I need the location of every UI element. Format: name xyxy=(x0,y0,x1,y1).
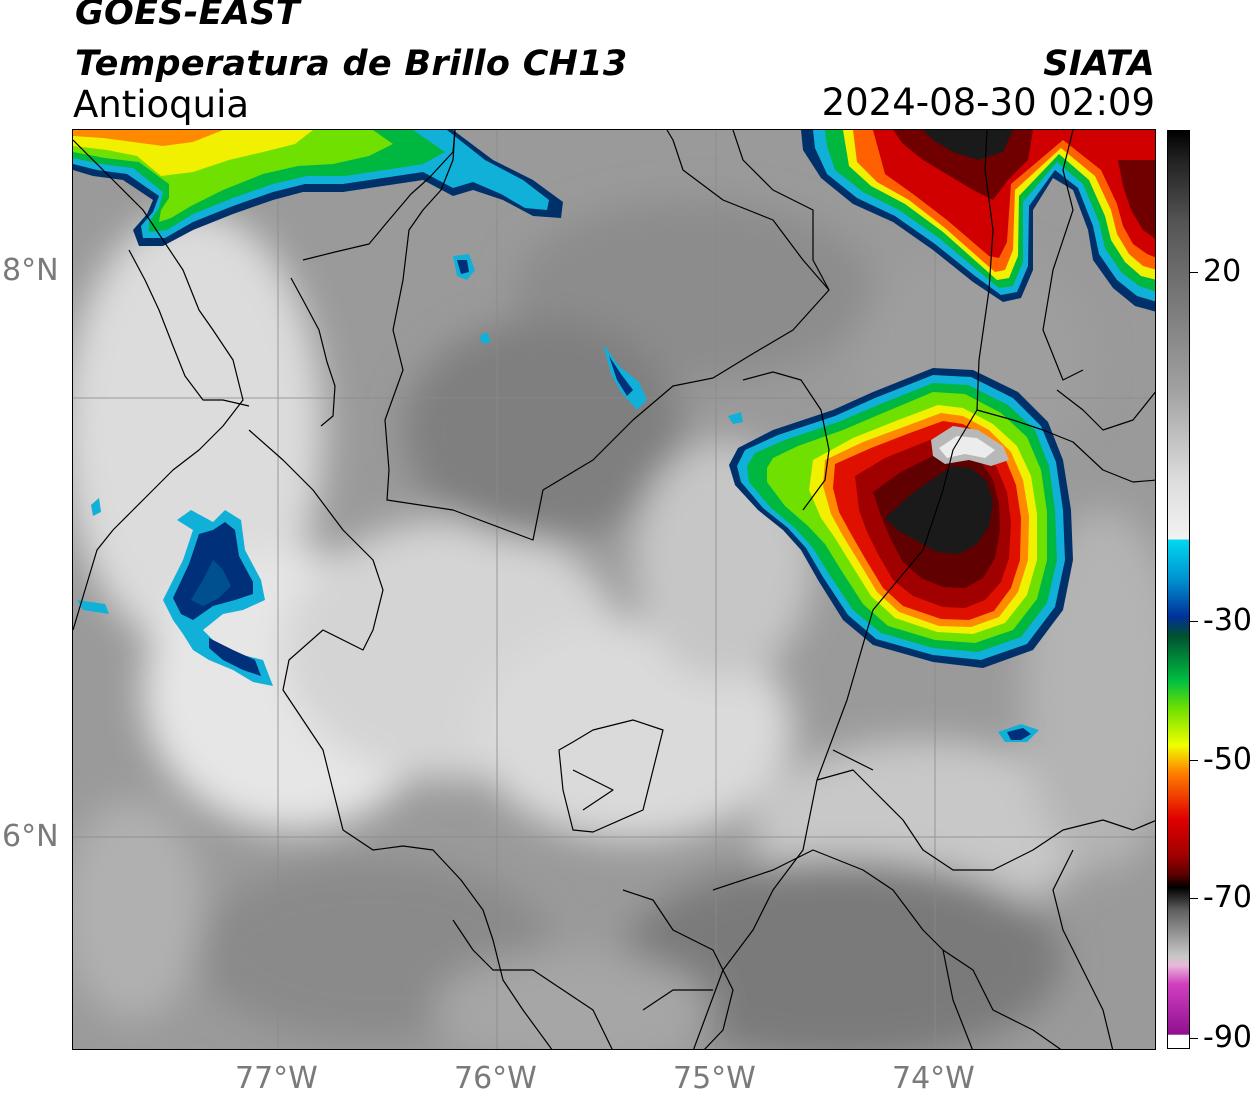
timestamp: 2024-08-30 02:09 xyxy=(821,81,1155,124)
cloud-background xyxy=(73,130,1155,1049)
small-cells xyxy=(453,254,1039,742)
product-title: GOES-EAST xyxy=(75,0,300,33)
product-name: Temperatura de Brillo CH13 xyxy=(75,44,628,84)
colorbar-tick xyxy=(1190,898,1198,900)
boundaries xyxy=(73,130,1155,1049)
storm-main xyxy=(729,368,1073,668)
storm-northwest xyxy=(73,130,563,246)
cell-west xyxy=(77,498,273,686)
lat-label-8n: 8°N xyxy=(2,253,59,288)
organization-name: SIATA xyxy=(1043,44,1155,84)
colorbar-label: 20 xyxy=(1203,254,1242,289)
storm-northeast xyxy=(801,130,1155,312)
lon-label-76w: 76°W xyxy=(454,1061,537,1096)
colorbar-label: -90 xyxy=(1203,1020,1252,1055)
colorbar-tick xyxy=(1190,272,1198,274)
colorbar-tick xyxy=(1190,1038,1198,1040)
colorbar-tick xyxy=(1190,621,1198,623)
colorbar-tick xyxy=(1190,760,1198,762)
colorbar-label: -30 xyxy=(1203,603,1252,638)
colorbar-label: -70 xyxy=(1203,880,1252,915)
graticule xyxy=(73,130,1155,1049)
lon-label-75w: 75°W xyxy=(673,1061,756,1096)
temperature-colorbar xyxy=(1167,130,1190,1049)
satellite-map xyxy=(72,129,1156,1050)
colorbar-label: -50 xyxy=(1203,742,1252,777)
lon-label-74w: 74°W xyxy=(892,1061,975,1096)
lon-label-77w: 77°W xyxy=(235,1061,318,1096)
region-name: Antioquia xyxy=(73,83,250,126)
lat-label-6n: 6°N xyxy=(2,819,59,854)
